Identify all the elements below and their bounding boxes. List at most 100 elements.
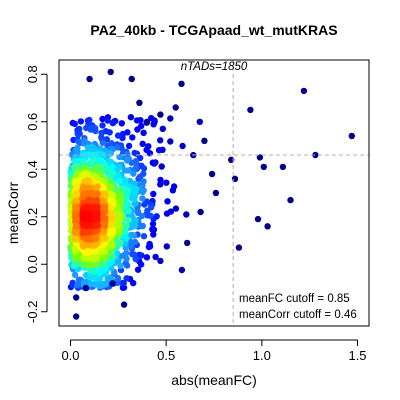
data-point — [80, 261, 88, 269]
data-point — [157, 111, 164, 118]
data-point — [312, 151, 319, 159]
data-point — [123, 255, 130, 262]
data-point — [138, 122, 145, 130]
x-tick-label: 1.5 — [348, 348, 366, 363]
data-point — [143, 118, 151, 126]
data-point — [106, 274, 113, 281]
data-point — [123, 200, 130, 207]
data-point — [172, 205, 180, 212]
data-point — [89, 144, 96, 151]
data-point — [140, 178, 147, 185]
y-tick-label: -0.2 — [25, 301, 40, 323]
data-point — [77, 118, 85, 125]
data-point — [114, 132, 122, 139]
y-tick-label: 0.6 — [25, 113, 40, 131]
data-point — [73, 294, 80, 301]
data-point — [254, 215, 262, 223]
x-tick-label: 0.0 — [61, 348, 79, 363]
data-point — [125, 142, 133, 150]
data-point — [92, 275, 99, 282]
data-point — [99, 184, 106, 191]
y-axis: -0.2 0.0 0.2 0.4 0.6 0.8 — [25, 65, 48, 323]
data-point — [155, 147, 163, 154]
data-point — [152, 253, 159, 261]
data-point — [235, 244, 243, 251]
data-point — [279, 163, 287, 171]
data-point — [109, 192, 117, 200]
data-point — [73, 313, 80, 320]
data-point — [256, 154, 264, 161]
data-point — [164, 198, 171, 205]
data-point — [104, 117, 111, 124]
data-point — [120, 301, 128, 308]
data-point — [157, 257, 164, 265]
x-axis-label: abs(meanFC) — [171, 372, 257, 388]
data-point — [118, 120, 126, 127]
data-point — [128, 75, 135, 83]
data-point — [143, 254, 151, 261]
data-point — [69, 281, 76, 288]
data-point — [84, 117, 92, 124]
data-point — [117, 262, 124, 269]
data-point — [139, 140, 146, 147]
data-point — [88, 197, 95, 204]
x-tick-label: 1.0 — [253, 348, 271, 363]
data-point — [149, 159, 156, 166]
data-point — [137, 117, 144, 124]
y-axis-label: meanCorr — [5, 182, 21, 245]
data-point — [116, 189, 124, 197]
data-point — [131, 238, 139, 246]
data-point — [71, 158, 79, 165]
data-point — [96, 157, 104, 164]
data-point — [73, 260, 80, 268]
y-tick-label: 0.4 — [25, 160, 40, 178]
data-point — [122, 194, 130, 201]
data-point — [109, 241, 116, 249]
data-point — [100, 261, 107, 268]
data-point — [124, 151, 131, 158]
data-point — [131, 251, 138, 258]
data-point — [124, 156, 131, 164]
data-point — [72, 190, 79, 198]
y-tick-label: 0.2 — [25, 208, 40, 226]
data-point — [169, 187, 177, 194]
data-point — [208, 170, 216, 178]
data-point — [157, 181, 164, 188]
data-point — [94, 183, 101, 190]
data-point — [300, 87, 308, 95]
data-point — [179, 142, 186, 150]
data-point — [82, 284, 90, 292]
data-point — [159, 125, 166, 132]
data-point — [76, 130, 83, 137]
data-point — [151, 118, 158, 126]
data-point — [127, 114, 135, 121]
chart-title: PA2_40kb - TCGApaad_wt_mutKRAS — [90, 22, 337, 38]
data-point — [149, 220, 157, 228]
data-point — [141, 201, 148, 208]
data-point — [119, 130, 127, 138]
data-point — [126, 177, 134, 185]
data-point — [178, 266, 186, 274]
data-point — [196, 118, 203, 126]
data-point — [150, 231, 157, 238]
data-point — [133, 185, 140, 193]
data-point — [75, 177, 83, 184]
data-point — [123, 275, 130, 282]
data-point — [82, 210, 89, 218]
data-point — [150, 190, 157, 198]
data-point — [125, 167, 132, 174]
y-tick-label: 0.0 — [25, 255, 40, 273]
data-point — [178, 80, 185, 88]
data-point — [101, 163, 108, 171]
ntads-annotation: nTADs=1850 — [181, 61, 248, 73]
data-point — [130, 170, 137, 177]
data-point — [107, 178, 115, 186]
data-point — [201, 137, 208, 144]
data-point — [109, 280, 116, 287]
data-point — [132, 164, 140, 171]
data-point — [136, 99, 143, 107]
data-point — [102, 215, 109, 222]
data-point — [98, 134, 105, 141]
x-axis: 0.0 0.5 1.0 1.5 — [61, 339, 367, 363]
